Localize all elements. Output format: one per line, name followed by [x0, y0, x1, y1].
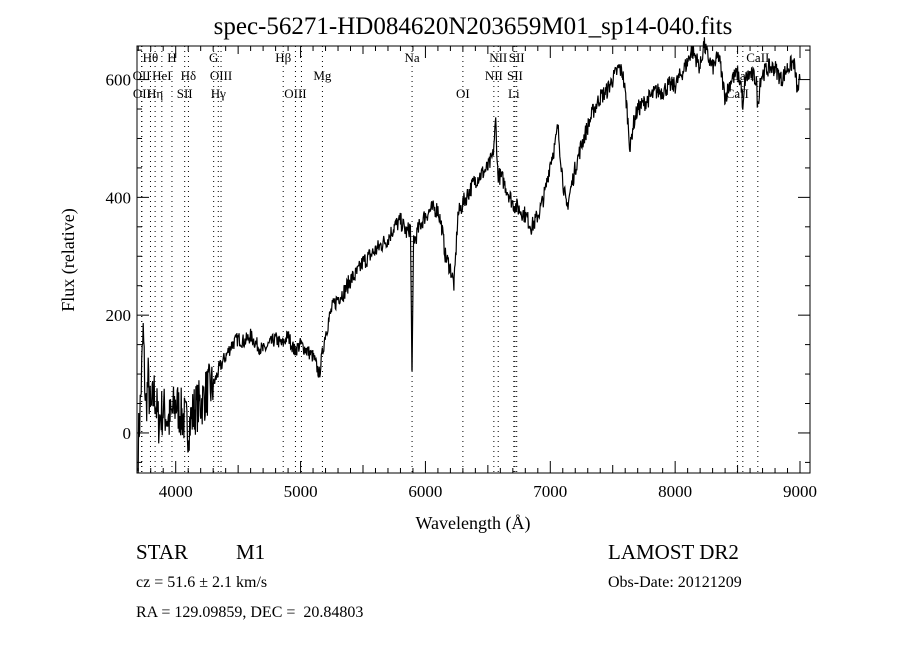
x-tick-label: 9000: [783, 482, 817, 501]
marker-label: SII: [507, 68, 523, 83]
marker-label: OIII: [210, 68, 232, 83]
spectrum-series: [137, 37, 801, 472]
marker-label: SII: [509, 50, 525, 65]
x-tick-label: 5000: [284, 482, 318, 501]
x-tick-label: 6000: [408, 482, 442, 501]
x-tick-label: 4000: [159, 482, 193, 501]
marker-label: H: [167, 50, 176, 65]
marker-label: Hβ: [275, 50, 291, 65]
chart-title: spec-56271-HD084620N203659M01_sp14-040.f…: [214, 13, 733, 40]
y-tick-label: 600: [106, 71, 132, 90]
marker-label: Hθ: [143, 50, 159, 65]
marker-label: HeI: [152, 68, 172, 83]
subclass: M1: [236, 540, 266, 564]
obs-date: Obs-Date: 20121209: [608, 574, 742, 591]
marker-label: Hγ: [211, 86, 226, 101]
plot-frame: [136, 45, 811, 474]
y-tick-label: 400: [106, 188, 132, 207]
marker-label: OIII: [284, 86, 306, 101]
spectrum-line: [137, 37, 801, 472]
marker-label: Li: [508, 86, 520, 101]
x-tick-label: 8000: [658, 482, 692, 501]
spectrum-chart: spec-56271-HD084620N203659M01_sp14-040.f…: [58, 13, 817, 534]
marker-label: NII: [485, 68, 503, 83]
marker-label: SII: [177, 86, 193, 101]
survey-label: LAMOST DR2: [608, 540, 739, 564]
marker-label: G: [209, 50, 218, 65]
y-tick-label: 200: [106, 306, 132, 325]
x-axis-label: Wavelength (Å): [415, 513, 530, 534]
marker-label: OI: [456, 86, 470, 101]
marker-label: Na: [404, 50, 419, 65]
redshift-text: cz = 51.6 ± 2.1 km/s: [136, 574, 268, 591]
y-axis-label: Flux (relative): [58, 208, 79, 311]
marker-label: CaII: [746, 50, 769, 65]
marker-label: Mg: [313, 68, 332, 83]
object-class: STAR: [136, 540, 188, 564]
marker-label: Hδ: [181, 68, 197, 83]
marker-label: Hη: [147, 86, 163, 101]
axes: 4000 5000 6000 7000 8000 9000 0 200 400 600: [106, 46, 817, 501]
x-tick-label: 7000: [533, 482, 567, 501]
coordinates: RA = 129.09859, DEC = 20.84803: [136, 604, 364, 621]
y-tick-label: 0: [123, 424, 132, 443]
marker-label: OII: [133, 68, 151, 83]
marker-label: NII: [489, 50, 507, 65]
